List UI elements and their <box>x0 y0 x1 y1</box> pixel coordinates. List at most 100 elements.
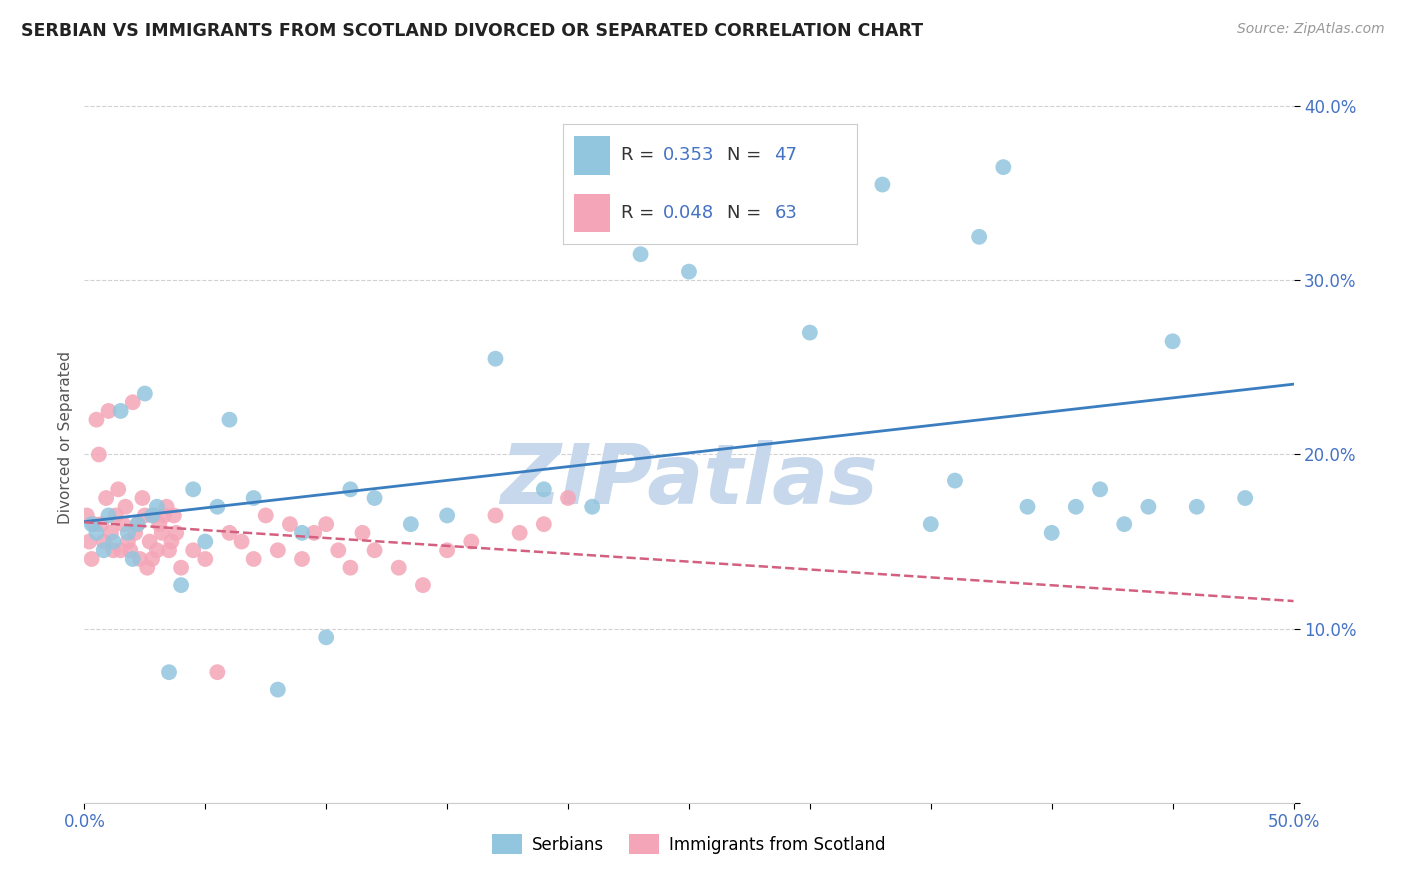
Point <box>581 500 603 514</box>
Point <box>160 534 183 549</box>
Legend: Serbians, Immigrants from Scotland: Serbians, Immigrants from Scotland <box>485 828 893 860</box>
Point <box>1185 500 1208 514</box>
Point <box>1114 517 1136 532</box>
Point <box>121 395 143 409</box>
Point <box>141 552 163 566</box>
Text: N =: N = <box>727 204 768 222</box>
Point <box>107 483 129 497</box>
Point <box>242 552 264 566</box>
Point <box>412 578 434 592</box>
Point <box>90 517 112 532</box>
Text: R =: R = <box>621 204 661 222</box>
Point <box>97 508 120 523</box>
Point <box>86 525 108 540</box>
Point <box>509 525 531 540</box>
Point <box>1088 483 1111 497</box>
Point <box>278 517 301 532</box>
Text: R =: R = <box>621 146 661 164</box>
Point <box>725 212 748 227</box>
Point <box>943 474 966 488</box>
Point <box>110 404 132 418</box>
Y-axis label: Divorced or Separated: Divorced or Separated <box>58 351 73 524</box>
Point <box>194 534 217 549</box>
Point <box>460 534 482 549</box>
Point <box>134 386 156 401</box>
Point <box>1064 500 1087 514</box>
Point <box>117 534 139 549</box>
Point <box>436 543 458 558</box>
Point <box>146 500 169 514</box>
Point <box>231 534 253 549</box>
Point <box>131 491 153 505</box>
Point <box>533 483 555 497</box>
Point <box>339 560 361 574</box>
Point <box>484 351 506 366</box>
Point <box>165 525 187 540</box>
Point <box>533 517 555 532</box>
Text: SERBIAN VS IMMIGRANTS FROM SCOTLAND DIVORCED OR SEPARATED CORRELATION CHART: SERBIAN VS IMMIGRANTS FROM SCOTLAND DIVO… <box>21 22 924 40</box>
Point <box>218 412 240 426</box>
Point <box>94 491 117 505</box>
Point <box>170 578 193 592</box>
Point <box>121 552 143 566</box>
Point <box>328 543 350 558</box>
Point <box>872 178 894 192</box>
Point <box>339 483 361 497</box>
Point <box>127 517 149 532</box>
Point <box>630 247 652 261</box>
Point <box>207 665 229 680</box>
Point <box>194 552 217 566</box>
Point <box>103 534 125 549</box>
Point <box>254 508 277 523</box>
Point <box>557 491 579 505</box>
Text: 0.353: 0.353 <box>662 146 714 164</box>
Point <box>315 517 337 532</box>
Point <box>157 665 180 680</box>
Point <box>129 552 152 566</box>
Text: N =: N = <box>727 146 768 164</box>
Point <box>799 326 821 340</box>
Point <box>155 500 177 514</box>
Point <box>242 491 264 505</box>
Point <box>207 500 229 514</box>
Text: ZIPatlas: ZIPatlas <box>501 441 877 522</box>
Point <box>112 517 135 532</box>
Point <box>83 517 105 532</box>
Point <box>399 517 422 532</box>
Point <box>291 525 314 540</box>
Point <box>77 534 100 549</box>
Point <box>80 517 103 532</box>
Point <box>146 543 169 558</box>
Point <box>114 500 136 514</box>
Point <box>124 525 146 540</box>
Point <box>127 517 149 532</box>
Point <box>141 508 163 523</box>
Point <box>967 229 990 244</box>
Point <box>291 552 314 566</box>
Point <box>80 552 103 566</box>
Bar <box>574 136 610 175</box>
Bar <box>574 194 610 233</box>
Point <box>267 682 290 697</box>
Point <box>86 412 108 426</box>
Point <box>484 508 506 523</box>
Point <box>436 508 458 523</box>
Point <box>302 525 325 540</box>
Point <box>678 265 700 279</box>
Point <box>1040 525 1063 540</box>
Point <box>388 560 411 574</box>
Text: 0.048: 0.048 <box>662 204 714 222</box>
Point <box>100 525 122 540</box>
Point <box>267 543 290 558</box>
Point <box>1137 500 1160 514</box>
Point <box>352 525 374 540</box>
Point <box>110 543 132 558</box>
Point <box>136 560 159 574</box>
Point <box>1161 334 1184 349</box>
Point <box>163 508 186 523</box>
Point <box>181 543 204 558</box>
Point <box>170 560 193 574</box>
Point <box>315 631 337 645</box>
Point <box>104 508 127 523</box>
Point <box>93 543 115 558</box>
